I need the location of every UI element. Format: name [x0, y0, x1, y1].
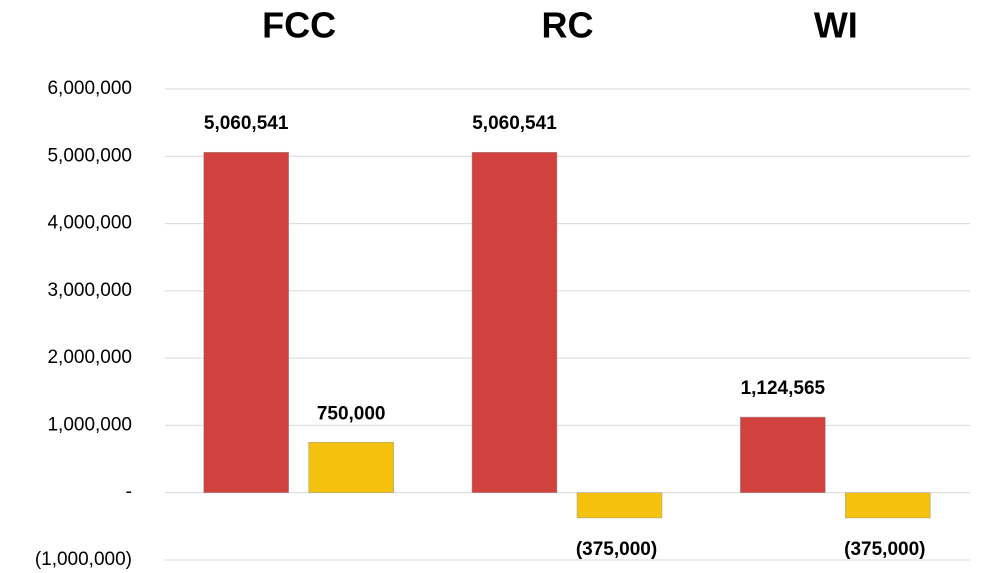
category-label: WI	[814, 5, 858, 46]
bar	[471, 151, 558, 493]
y-tick-label: 6,000,000	[47, 78, 132, 99]
category-label: FCC	[262, 5, 336, 46]
data-label: 1,124,565	[741, 378, 826, 399]
data-label: (375,000)	[844, 539, 925, 560]
data-label: 5,060,541	[472, 113, 557, 134]
data-label: 5,060,541	[204, 113, 289, 134]
y-tick-label: (1,000,000)	[35, 549, 132, 570]
category-label: RC	[542, 5, 594, 46]
bar	[740, 416, 826, 493]
data-label: (375,000)	[576, 539, 657, 560]
bar	[308, 442, 394, 493]
data-label: 750,000	[317, 403, 386, 424]
bar	[576, 492, 663, 519]
y-tick-label: 3,000,000	[47, 280, 132, 301]
bar	[845, 492, 931, 519]
y-tick-label: 4,000,000	[47, 213, 132, 234]
y-tick-label: 2,000,000	[47, 347, 132, 368]
y-tick-label: -	[126, 482, 132, 503]
y-tick-label: 5,000,000	[47, 145, 132, 166]
y-tick-label: 1,000,000	[47, 414, 132, 435]
bar	[203, 151, 289, 493]
